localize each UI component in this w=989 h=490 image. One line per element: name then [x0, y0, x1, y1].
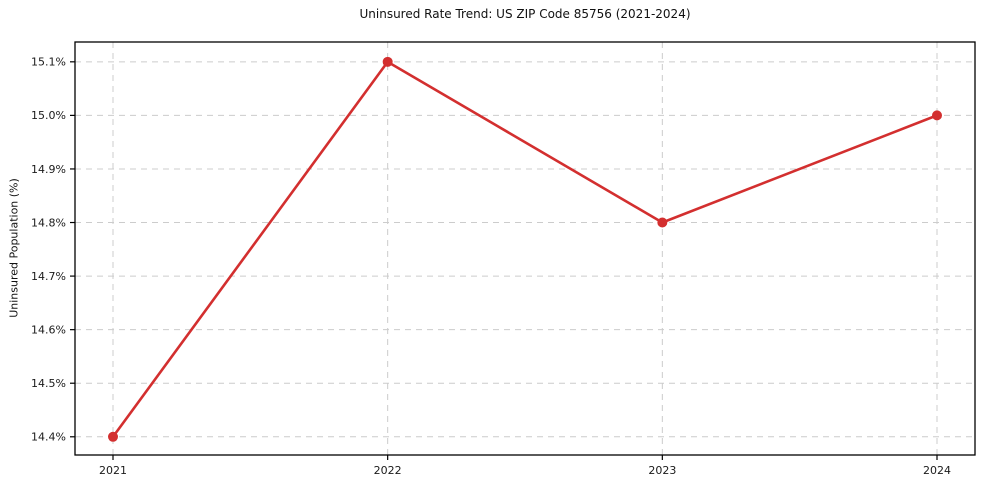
y-tick-label: 14.5% — [31, 377, 66, 390]
x-tick-label: 2024 — [923, 464, 951, 477]
y-tick-label: 15.1% — [31, 56, 66, 69]
y-tick-label: 14.4% — [31, 431, 66, 444]
chart-title: Uninsured Rate Trend: US ZIP Code 85756 … — [359, 7, 691, 21]
plot-border — [74, 41, 976, 456]
data-point — [382, 56, 393, 67]
y-tick-label: 15.0% — [31, 109, 66, 122]
trend-line — [111, 60, 939, 439]
y-tick-label: 14.6% — [31, 323, 66, 336]
y-tick-label: 14.7% — [31, 270, 66, 283]
data-point — [932, 110, 942, 121]
data-point — [108, 431, 118, 442]
y-tick-label: 14.9% — [31, 163, 66, 176]
data-point — [657, 217, 668, 228]
x-tick-label: 2021 — [99, 464, 127, 477]
y-tick-label: 14.8% — [31, 216, 66, 229]
x-tick-label: 2023 — [648, 464, 676, 477]
x-tick-label: 2022 — [374, 464, 402, 477]
